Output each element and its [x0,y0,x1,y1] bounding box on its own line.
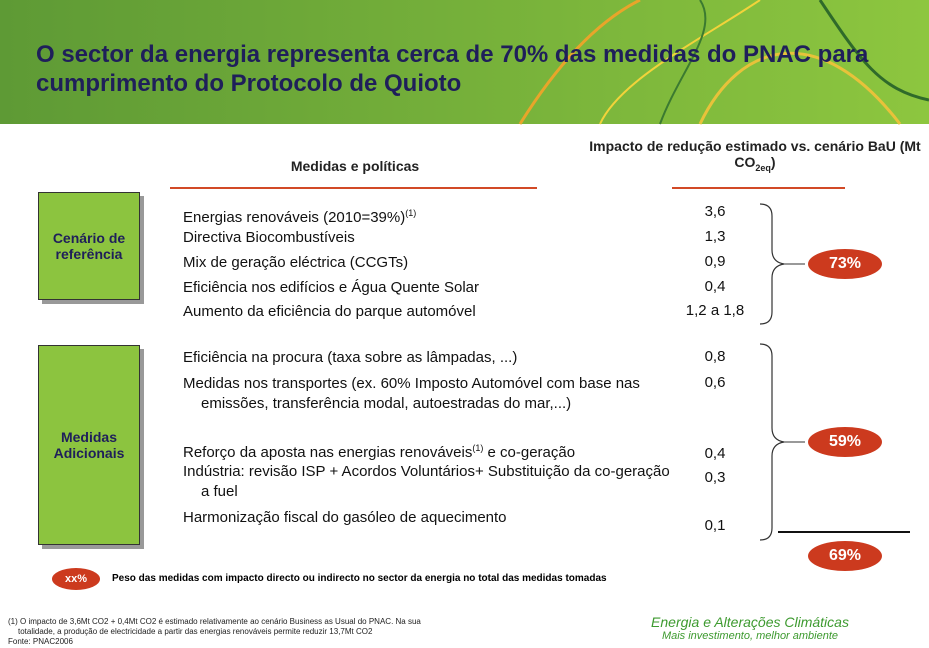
share-badge: 59% [808,427,882,457]
measure: Reforço da aposta nas energias renovávei… [183,438,671,463]
impact-value: 0,3 [660,469,770,486]
measure-text: Reforço da aposta nas energias renovávei… [183,444,472,461]
impact-value: 0,9 [660,253,770,270]
total-badge: 69% [808,541,882,571]
note-ref: (1) [405,208,416,218]
footnote: totalidade, a produção de electricidade … [18,627,372,636]
measure-text: Eficiência nos edifícios e Água Quente S… [183,279,479,296]
source: Fonte: PNAC2006 [8,637,73,646]
measure-text: Mix de geração eléctrica (CCGTs) [183,254,408,271]
footnote: (1) O impacto de 3,6Mt CO2 + 0,4Mt CO2 é… [8,617,421,626]
measure: Indústria: revisão ISP + Acordos Voluntá… [183,462,671,502]
note-ref: (1) [472,443,483,453]
impact-value: 0,1 [660,517,770,534]
impact-value: 3,6 [660,203,770,220]
measure-text: Energias renováveis (2010=39%) [183,209,405,226]
measure: Medidas nos transportes (ex. 60% Imposto… [183,374,671,414]
measure: Mix de geração eléctrica (CCGTs) [183,253,671,273]
legend-text: Peso das medidas com impacto directo ou … [112,573,607,584]
measure: Energias renováveis (2010=39%)(1) [183,203,671,228]
title: O sector da energia representa cerca de … [36,40,906,98]
measure: Directiva Biocombustíveis [183,228,671,248]
measure: Eficiência nos edifícios e Água Quente S… [183,278,671,298]
measure-text: Medidas nos transportes (ex. 60% Imposto… [183,375,640,412]
measure: Eficiência na procura (taxa sobre as lâm… [183,348,671,368]
impact-value: 0,8 [660,348,770,365]
col-header: Impacto de redução estimado vs. cenário … [570,138,929,173]
brand: Mais investimento, melhor ambiente [610,630,890,642]
measure: Harmonização fiscal do gasóleo de aqueci… [183,508,671,528]
legend-badge: xx% [52,568,100,590]
col-header: Medidas e políticas [250,158,460,174]
measure: Aumento da eficiência do parque automóve… [183,302,671,322]
measure-text: Aumento da eficiência do parque automóve… [183,303,476,320]
group-label: Medidas Adicionais [38,345,140,545]
share-badge: 73% [808,249,882,279]
impact-value: 0,4 [660,278,770,295]
impact-value: 0,6 [660,374,770,391]
measure-text: e co-geração [483,444,575,461]
measure-text: Harmonização fiscal do gasóleo de aqueci… [183,509,507,526]
impact-value: 1,2 a 1,8 [660,302,770,319]
brand: Energia e Alterações Climáticas [610,614,890,630]
group-label: Cenário de referência [38,192,140,300]
measure-text: Directiva Biocombustíveis [183,229,355,246]
impact-value: 1,3 [660,228,770,245]
subscript: 2eq [755,163,771,173]
text: ) [771,154,776,170]
slide: O sector da energia representa cerca de … [0,0,929,648]
measure-text: Eficiência na procura (taxa sobre as lâm… [183,349,517,366]
measure-text: Indústria: revisão ISP + Acordos Voluntá… [183,463,670,500]
impact-value: 0,4 [660,445,770,462]
